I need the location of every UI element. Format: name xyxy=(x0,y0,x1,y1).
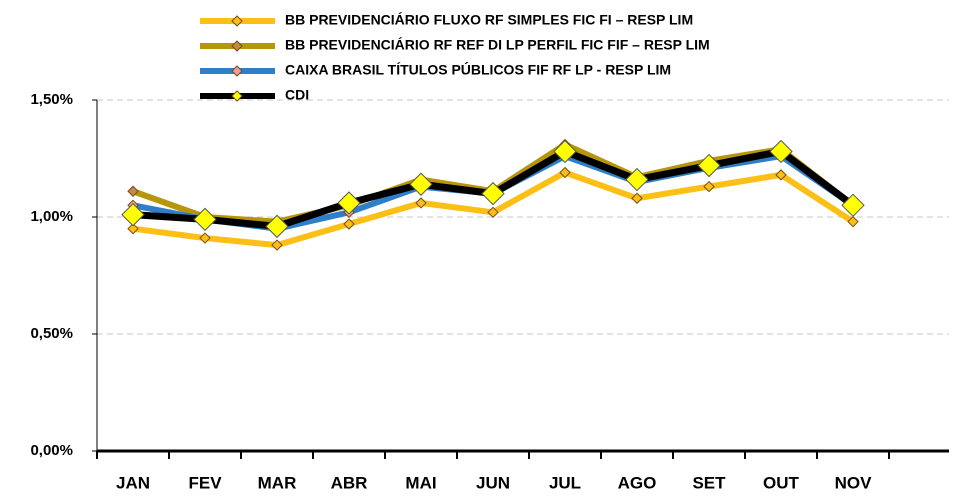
marker xyxy=(337,191,361,215)
marker xyxy=(127,222,139,235)
y-tick-label: 1,50% xyxy=(30,91,73,108)
legend-marker xyxy=(231,65,243,77)
marker xyxy=(265,214,289,239)
marker xyxy=(775,169,787,181)
legend-label: CDI xyxy=(285,87,309,103)
marker xyxy=(481,181,505,206)
legend-label: CAIXA BRASIL TÍTULOS PÚBLICOS FIF RF LP … xyxy=(285,61,671,78)
marker xyxy=(121,202,145,227)
marker xyxy=(553,139,577,164)
x-tick-label: ABR xyxy=(331,473,368,492)
x-tick-label: MAR xyxy=(258,473,297,492)
x-tick-label: JUL xyxy=(549,473,581,492)
x-tick-label: SET xyxy=(692,473,726,492)
x-tick-label: OUT xyxy=(763,473,800,492)
x-tick-label: AGO xyxy=(618,473,657,492)
marker xyxy=(625,167,649,192)
x-tick-label: NOV xyxy=(835,473,873,492)
x-tick-label: FEV xyxy=(188,473,222,492)
legend-label: BB PREVIDENCIÁRIO RF REF DI LP PERFIL FI… xyxy=(285,37,710,53)
legend-marker xyxy=(231,90,243,102)
legend-label: BB PREVIDENCIÁRIO FLUXO RF SIMPLES FIC F… xyxy=(285,12,693,28)
x-tick-label: JAN xyxy=(116,473,150,492)
marker xyxy=(847,215,859,228)
marker xyxy=(631,192,643,204)
marker xyxy=(271,239,283,251)
marker xyxy=(127,185,139,197)
marker xyxy=(841,193,865,218)
y-tick-label: 1,00% xyxy=(30,208,73,225)
marker xyxy=(769,139,793,164)
y-tick-label: 0,00% xyxy=(30,442,73,459)
y-tick-label: 0,50% xyxy=(30,325,73,342)
marker xyxy=(409,172,433,196)
marker xyxy=(703,180,715,193)
marker xyxy=(487,206,499,219)
legend-marker xyxy=(231,15,243,27)
marker xyxy=(199,232,211,244)
marker xyxy=(559,166,571,179)
x-tick-label: MAI xyxy=(405,473,436,492)
legend-marker xyxy=(231,40,243,52)
marker xyxy=(415,197,427,209)
marker xyxy=(193,207,217,232)
x-tick-label: JUN xyxy=(476,473,510,492)
marker xyxy=(343,218,355,230)
marker xyxy=(697,153,721,178)
